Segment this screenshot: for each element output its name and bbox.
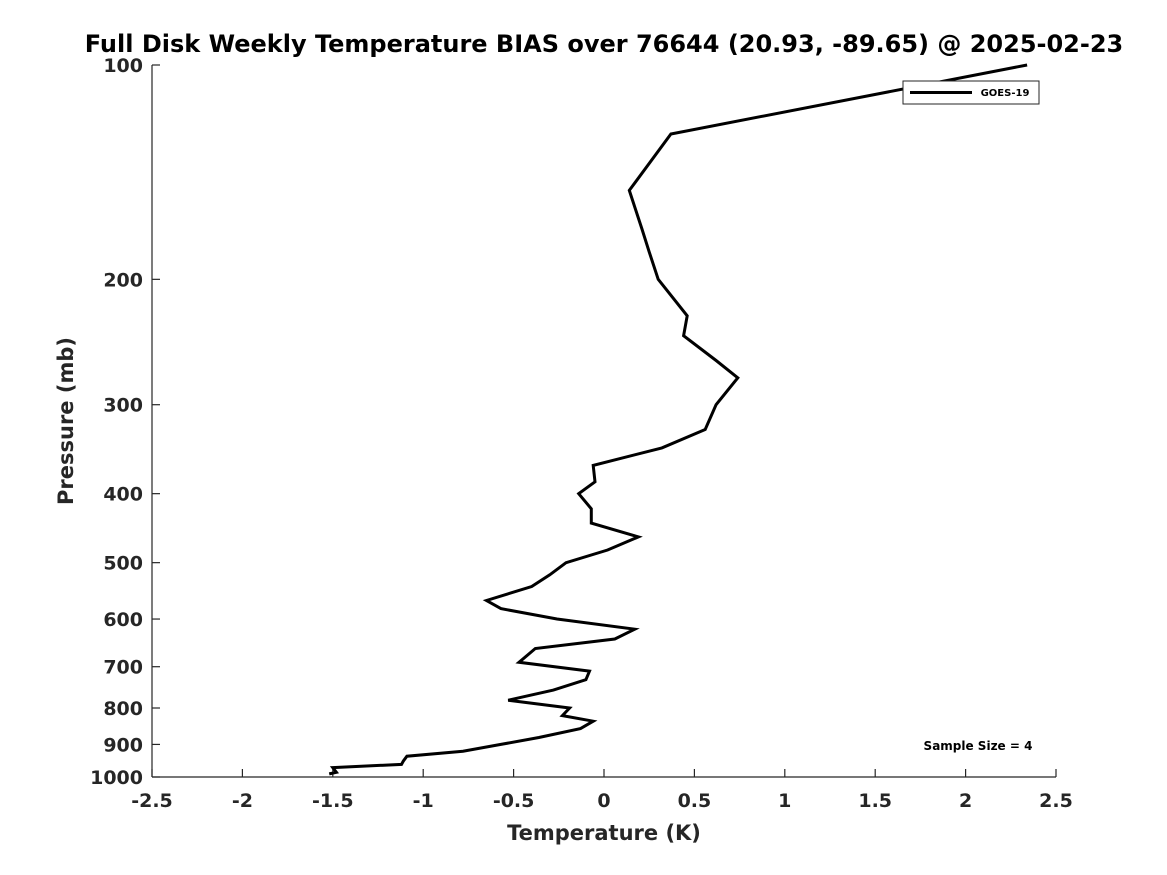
x-tick-label: -1.5 bbox=[312, 790, 354, 812]
y-tick-label: 100 bbox=[103, 55, 143, 77]
x-tick-label: -2.5 bbox=[131, 790, 173, 812]
y-tick-label: 500 bbox=[103, 553, 143, 575]
y-axis-label: Pressure (mb) bbox=[54, 337, 78, 505]
y-axis-ticks: 100 200 300 400 500 600 700 800 900 1000 bbox=[90, 55, 160, 789]
x-tick-label: 0.5 bbox=[678, 790, 712, 812]
y-tick-label: 600 bbox=[103, 609, 143, 631]
y-tick-label: 700 bbox=[103, 657, 143, 679]
legend: GOES-19 bbox=[902, 80, 1040, 105]
x-tick-label: 1 bbox=[778, 790, 791, 812]
x-tick-label: 2.5 bbox=[1039, 790, 1073, 812]
y-tick-label: 200 bbox=[103, 269, 143, 291]
x-axis-label: Temperature (K) bbox=[507, 821, 701, 845]
legend-label-goes-19: GOES-19 bbox=[981, 88, 1030, 99]
x-tick-label: -2 bbox=[232, 790, 253, 812]
y-tick-label: 1000 bbox=[90, 767, 143, 789]
series-layer bbox=[328, 63, 1028, 776]
x-tick-label: -1 bbox=[413, 790, 434, 812]
y-tick-label: 900 bbox=[103, 734, 143, 756]
sample-size-annotation: Sample Size = 4 bbox=[924, 739, 1033, 753]
chart-title: Full Disk Weekly Temperature BIAS over 7… bbox=[85, 30, 1124, 58]
y-tick-label: 400 bbox=[103, 484, 143, 506]
y-tick-label: 800 bbox=[103, 698, 143, 720]
plot-area: -2.5 -2 -1.5 -1 -0.5 0 0.5 1 1.5 2 2.5 100 200 300 40… bbox=[90, 55, 1073, 812]
x-tick-label: -0.5 bbox=[493, 790, 535, 812]
y-tick-label: 300 bbox=[103, 395, 143, 417]
series-line-goes-19 bbox=[328, 63, 1028, 776]
x-tick-label: 2 bbox=[959, 790, 972, 812]
x-axis-ticks: -2.5 -2 -1.5 -1 -0.5 0 0.5 1 1.5 2 2.5 bbox=[131, 769, 1073, 812]
x-tick-label: 1.5 bbox=[858, 790, 892, 812]
x-tick-label: 0 bbox=[597, 790, 610, 812]
